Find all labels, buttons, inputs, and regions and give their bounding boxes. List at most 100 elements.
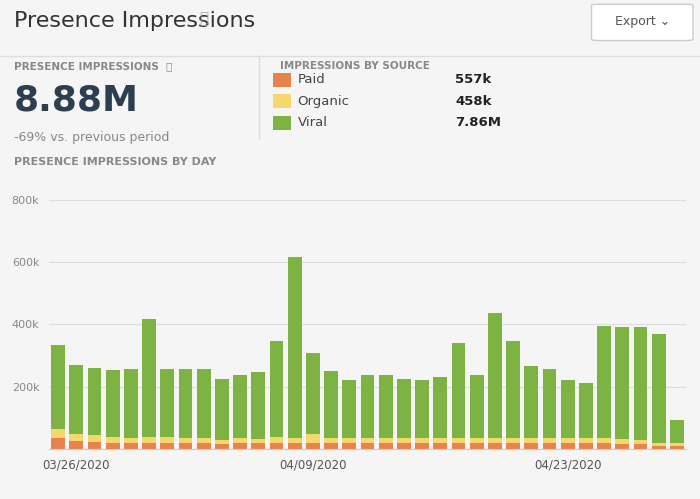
Bar xyxy=(542,369,556,438)
Text: Export ⌄: Export ⌄ xyxy=(615,15,670,28)
Text: IMPRESSIONS BY SOURCE: IMPRESSIONS BY SOURCE xyxy=(280,61,430,71)
Bar xyxy=(597,438,611,444)
Bar xyxy=(106,443,120,449)
Bar xyxy=(652,334,666,443)
Bar xyxy=(69,434,83,441)
Bar xyxy=(615,326,629,439)
Bar xyxy=(51,429,65,438)
Text: Organic: Organic xyxy=(298,95,349,108)
Bar xyxy=(273,94,290,108)
Text: 458k: 458k xyxy=(455,95,491,108)
Bar xyxy=(488,313,502,438)
Bar xyxy=(542,444,556,449)
Bar xyxy=(233,444,247,449)
Bar xyxy=(342,444,356,449)
Bar xyxy=(215,445,229,449)
Bar xyxy=(524,366,538,438)
Bar xyxy=(106,437,120,443)
Bar xyxy=(233,438,247,444)
Bar xyxy=(251,372,265,439)
Bar xyxy=(88,442,102,449)
FancyBboxPatch shape xyxy=(592,4,693,40)
Text: Viral: Viral xyxy=(298,116,328,129)
Text: 7.86M: 7.86M xyxy=(455,116,501,129)
Bar xyxy=(379,438,393,444)
Bar xyxy=(433,444,447,449)
Bar xyxy=(488,444,502,449)
Bar xyxy=(273,73,290,87)
Bar xyxy=(288,438,302,444)
Bar xyxy=(470,376,484,438)
Bar xyxy=(652,446,666,449)
Bar xyxy=(142,443,156,449)
Bar xyxy=(579,444,593,449)
Bar xyxy=(233,376,247,438)
Bar xyxy=(124,369,138,438)
Bar xyxy=(197,444,211,449)
Bar xyxy=(197,438,211,444)
Text: ⓘ: ⓘ xyxy=(199,11,209,26)
Text: PRESENCE IMPRESSIONS  ⓘ: PRESENCE IMPRESSIONS ⓘ xyxy=(14,61,172,71)
Bar xyxy=(270,443,284,449)
Bar xyxy=(270,437,284,443)
Bar xyxy=(597,326,611,438)
Bar xyxy=(324,438,338,444)
Bar xyxy=(88,435,102,442)
Bar xyxy=(415,438,429,444)
Bar xyxy=(178,444,192,449)
Bar xyxy=(397,379,411,438)
Bar xyxy=(397,438,411,444)
Bar xyxy=(69,441,83,449)
Bar xyxy=(597,444,611,449)
Bar xyxy=(160,437,174,443)
Bar xyxy=(306,434,320,444)
Bar xyxy=(106,370,120,437)
Bar xyxy=(615,439,629,445)
Bar xyxy=(506,444,520,449)
Bar xyxy=(634,445,648,449)
Bar xyxy=(306,353,320,434)
Bar xyxy=(342,380,356,438)
Bar xyxy=(288,444,302,449)
Bar xyxy=(51,345,65,429)
Bar xyxy=(561,438,575,444)
Bar xyxy=(124,438,138,444)
Bar xyxy=(615,445,629,449)
Text: Paid: Paid xyxy=(298,73,326,86)
Bar xyxy=(215,440,229,445)
Bar xyxy=(178,369,192,438)
Bar xyxy=(360,444,374,449)
Bar xyxy=(360,376,374,438)
Bar xyxy=(524,444,538,449)
Bar xyxy=(251,439,265,444)
Bar xyxy=(251,444,265,449)
Bar xyxy=(160,369,174,437)
Bar xyxy=(178,438,192,444)
Bar xyxy=(306,444,320,449)
Bar xyxy=(670,420,684,444)
Bar xyxy=(452,444,466,449)
Bar xyxy=(670,444,684,446)
Bar xyxy=(142,437,156,443)
Bar xyxy=(379,376,393,438)
Bar xyxy=(452,438,466,444)
Bar xyxy=(88,368,102,435)
Text: PRESENCE IMPRESSIONS BY DAY: PRESENCE IMPRESSIONS BY DAY xyxy=(14,157,216,167)
Bar xyxy=(433,438,447,444)
Bar xyxy=(470,444,484,449)
Bar xyxy=(360,438,374,444)
Bar xyxy=(324,444,338,449)
Bar xyxy=(506,341,520,438)
Bar xyxy=(379,444,393,449)
Bar xyxy=(288,257,302,438)
Bar xyxy=(433,377,447,438)
Bar xyxy=(670,446,684,449)
Bar xyxy=(452,343,466,438)
Bar xyxy=(324,371,338,438)
Text: 557k: 557k xyxy=(455,73,491,86)
Bar xyxy=(652,443,666,446)
Bar xyxy=(124,444,138,449)
Bar xyxy=(51,438,65,449)
Bar xyxy=(160,443,174,449)
Bar xyxy=(488,438,502,444)
